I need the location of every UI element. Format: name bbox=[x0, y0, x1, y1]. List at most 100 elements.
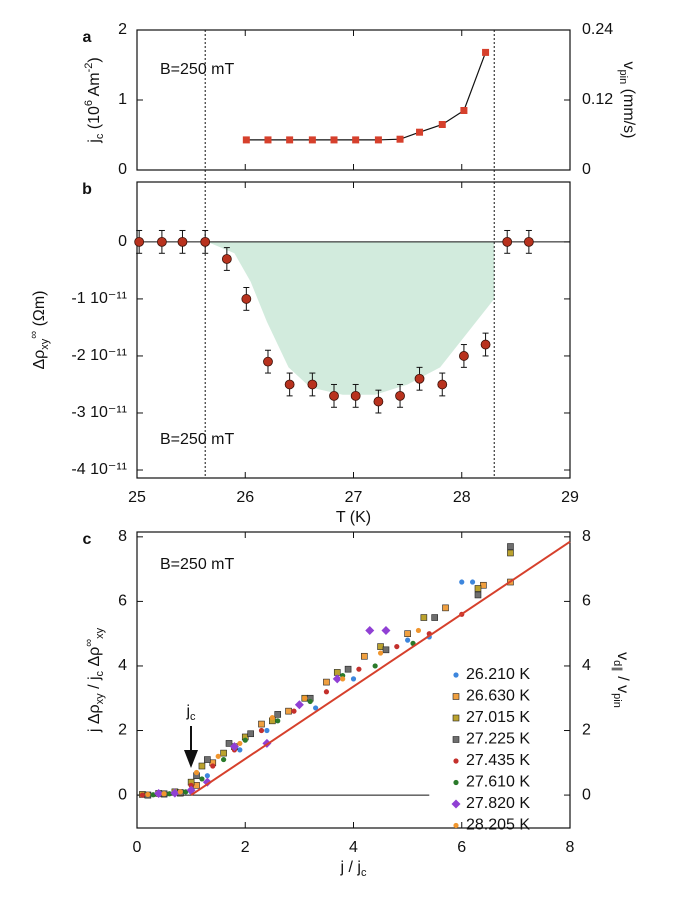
data-point bbox=[437, 379, 448, 390]
y-axis-label-part: j Δρ bbox=[86, 704, 103, 733]
x-tick-label: 26 bbox=[236, 489, 254, 506]
y-tick-label: -4 10⁻¹¹ bbox=[71, 461, 127, 478]
marker bbox=[274, 711, 282, 718]
data-point bbox=[200, 236, 211, 247]
y-axis-label-part: (Ωm) bbox=[31, 290, 48, 330]
marker bbox=[154, 788, 164, 798]
y2-axis-label: vd∥ / vpin bbox=[611, 652, 631, 708]
marker bbox=[269, 715, 275, 721]
marker bbox=[161, 791, 167, 797]
marker bbox=[365, 625, 375, 635]
y-axis-label-part: c bbox=[94, 670, 106, 676]
data-point bbox=[329, 390, 339, 401]
y2-tick-label: 4 bbox=[582, 657, 591, 674]
y-axis-label: Δρxy∞ (Ωm) bbox=[28, 290, 51, 369]
marker bbox=[453, 822, 459, 829]
marker bbox=[242, 737, 248, 743]
y-tick-label: 2 bbox=[118, 21, 127, 38]
marker bbox=[474, 591, 482, 599]
x-tick-label: 25 bbox=[128, 489, 146, 506]
marker bbox=[469, 579, 476, 585]
y2-tick-label: 0.12 bbox=[582, 91, 613, 108]
y2-axis-label-part: v bbox=[620, 62, 637, 70]
marker bbox=[313, 705, 319, 711]
marker bbox=[377, 650, 384, 656]
marker bbox=[453, 758, 459, 764]
jc-annotation-part: j bbox=[185, 703, 190, 720]
marker bbox=[193, 782, 200, 789]
panel-letter: b bbox=[82, 181, 92, 198]
arrow-head bbox=[184, 750, 198, 768]
data-point bbox=[395, 390, 405, 401]
annotation: B=250 mT bbox=[160, 61, 234, 78]
marker bbox=[166, 791, 173, 797]
y-tick-label: 1 bbox=[118, 91, 127, 108]
x-axis-label: j / jc bbox=[340, 859, 367, 879]
data-point bbox=[284, 379, 295, 390]
marker bbox=[453, 672, 459, 678]
data-point bbox=[482, 48, 490, 56]
data-point bbox=[374, 136, 382, 144]
y-axis-label-part: xy bbox=[94, 627, 106, 639]
marker bbox=[405, 637, 411, 643]
data-point bbox=[286, 136, 294, 144]
marker bbox=[199, 776, 205, 782]
marker bbox=[275, 718, 281, 724]
marker bbox=[480, 581, 487, 589]
marker bbox=[204, 773, 210, 779]
y-axis-label-part: ) bbox=[86, 57, 103, 62]
marker bbox=[139, 792, 146, 798]
y2-tick-label: 8 bbox=[582, 528, 591, 545]
x-tick-label: 6 bbox=[457, 839, 466, 856]
marker bbox=[340, 676, 346, 682]
annotation: B=250 mT bbox=[160, 556, 234, 573]
marker bbox=[193, 769, 200, 776]
data-point bbox=[308, 136, 316, 144]
marker bbox=[198, 762, 206, 770]
marker bbox=[452, 714, 460, 722]
marker bbox=[356, 666, 362, 672]
annotation: B=250 mT bbox=[160, 431, 234, 448]
y-axis-label-part: / j bbox=[86, 676, 103, 693]
marker bbox=[323, 678, 330, 686]
data-point bbox=[416, 128, 424, 136]
panel-letter: a bbox=[83, 29, 92, 46]
y-tick-label: 0 bbox=[118, 233, 127, 250]
data-point bbox=[177, 236, 188, 247]
marker bbox=[507, 549, 514, 557]
x-tick-label: 29 bbox=[561, 489, 579, 506]
y-tick-label: 2 bbox=[118, 722, 127, 739]
data-point bbox=[350, 390, 361, 401]
y2-tick-label: 2 bbox=[582, 722, 591, 739]
y2-axis-label: vpin (mm/s) bbox=[617, 62, 637, 139]
y-axis-label-part: Δρ bbox=[86, 647, 103, 671]
x-tick-label: 0 bbox=[133, 839, 142, 856]
data-point bbox=[263, 356, 273, 367]
legend-label: 28.205 K bbox=[466, 817, 530, 834]
data-point bbox=[241, 294, 252, 304]
y-axis-label-part: ∞ bbox=[83, 639, 95, 647]
y-tick-label: -1 10⁻¹¹ bbox=[71, 290, 127, 307]
legend-label: 27.610 K bbox=[466, 774, 530, 791]
legend-label: 26.630 K bbox=[466, 688, 530, 705]
x-axis-label: T (K) bbox=[336, 509, 371, 526]
marker bbox=[237, 747, 243, 753]
y-axis-label: jc (106 Am-2) bbox=[83, 57, 106, 143]
x-axis-label-part: c bbox=[361, 867, 367, 879]
marker bbox=[344, 665, 352, 673]
jc-annotation: jc bbox=[185, 703, 196, 723]
marker bbox=[307, 698, 313, 705]
marker bbox=[237, 740, 243, 747]
marker bbox=[332, 674, 342, 684]
marker bbox=[291, 708, 297, 714]
x-tick-label: 8 bbox=[566, 839, 575, 856]
y2-axis-label-part: d∥ bbox=[611, 660, 623, 672]
data-point bbox=[396, 135, 404, 143]
marker bbox=[258, 720, 265, 728]
marker bbox=[420, 614, 428, 621]
curve bbox=[246, 52, 487, 141]
data-point bbox=[480, 339, 491, 350]
y2-axis-label-part: pin bbox=[611, 693, 623, 708]
data-point bbox=[460, 107, 468, 114]
